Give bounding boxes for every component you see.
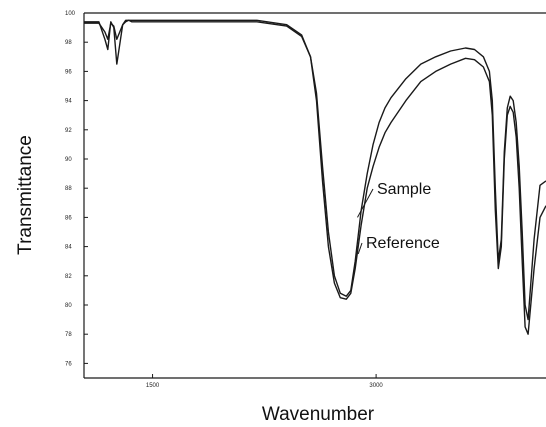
annotation-group: Sample Reference — [357, 181, 440, 255]
y-tick-label: 84 — [65, 245, 72, 251]
x-tick-label: 1500 — [146, 383, 160, 389]
y-tick-label: 76 — [65, 361, 72, 367]
x-axis-title: Wavenumber — [262, 404, 375, 425]
plot-frame — [83, 12, 546, 379]
series-group — [84, 19, 546, 335]
y-tick-label: 86 — [65, 215, 72, 221]
annotation-sample: Sample — [377, 181, 431, 198]
annotation-reference: Reference — [366, 235, 440, 252]
annotation-leader-sample — [357, 188, 374, 218]
y-tick-label: 98 — [65, 40, 72, 46]
y-tick-label: 94 — [65, 99, 72, 105]
y-tick-label: 80 — [65, 303, 72, 309]
annotation-leader-reference — [357, 242, 363, 255]
y-tick-label: 92 — [65, 128, 72, 134]
x-tick-label: 3000 — [369, 383, 383, 389]
y-tick-label: 82 — [65, 274, 72, 280]
y-ticks: 100 98 96 94 92 90 88 86 84 82 80 78 76 — [65, 11, 88, 367]
y-tick-label: 96 — [65, 69, 72, 75]
x-ticks: 1500 3000 — [146, 374, 383, 389]
y-tick-label: 90 — [65, 157, 72, 163]
y-axis-title: Transmittance — [15, 135, 36, 255]
y-tick-label: 88 — [65, 186, 72, 192]
series-line-reference — [84, 19, 546, 335]
y-tick-label: 100 — [65, 11, 76, 17]
y-tick-label: 78 — [65, 332, 72, 338]
series-line-sample — [84, 19, 546, 321]
